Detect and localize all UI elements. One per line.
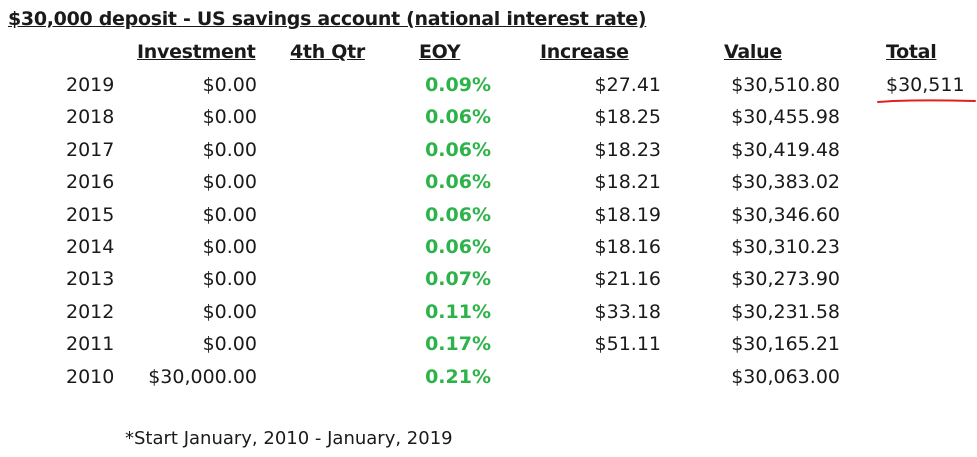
row-increase: $18.23 bbox=[594, 139, 661, 161]
row-eoy: 0.06% bbox=[425, 236, 491, 258]
row-value: $30,231.58 bbox=[731, 301, 840, 323]
row-value: $30,310.23 bbox=[731, 236, 840, 258]
row-year: 2015 bbox=[66, 204, 115, 226]
row-eoy: 0.06% bbox=[425, 204, 491, 226]
row-investment: $0.00 bbox=[202, 106, 257, 128]
row-year: 2012 bbox=[66, 301, 115, 323]
row-value: $30,383.02 bbox=[731, 171, 840, 193]
row-eoy: 0.06% bbox=[425, 106, 491, 128]
row-value: $30,346.60 bbox=[731, 204, 840, 226]
header-increase: Increase bbox=[540, 41, 629, 63]
row-value: $30,419.48 bbox=[731, 139, 840, 161]
row-investment: $0.00 bbox=[202, 236, 257, 258]
row-investment: $0.00 bbox=[202, 301, 257, 323]
total-value: $30,511 bbox=[886, 74, 965, 96]
row-investment: $0.00 bbox=[202, 139, 257, 161]
row-investment: $0.00 bbox=[202, 204, 257, 226]
row-value: $30,063.00 bbox=[731, 366, 840, 388]
row-year: 2014 bbox=[66, 236, 115, 258]
row-investment: $0.00 bbox=[202, 268, 257, 290]
row-value: $30,165.21 bbox=[731, 333, 840, 355]
page-title: $30,000 deposit - US savings account (na… bbox=[8, 8, 647, 30]
row-eoy: 0.11% bbox=[425, 301, 491, 323]
row-year: 2016 bbox=[66, 171, 115, 193]
row-increase: $21.16 bbox=[594, 268, 661, 290]
row-year: 2017 bbox=[66, 139, 115, 161]
row-eoy: 0.21% bbox=[425, 366, 491, 388]
row-eoy: 0.17% bbox=[425, 333, 491, 355]
row-investment: $0.00 bbox=[202, 74, 257, 96]
row-year: 2013 bbox=[66, 268, 115, 290]
header-total: Total bbox=[886, 41, 937, 63]
red-underline-annotation bbox=[877, 99, 976, 103]
row-increase: $18.16 bbox=[594, 236, 661, 258]
row-increase: $18.25 bbox=[594, 106, 661, 128]
row-year: 2010 bbox=[66, 366, 115, 388]
row-increase: $27.41 bbox=[594, 74, 661, 96]
header-investment: Investment bbox=[137, 41, 256, 63]
row-investment: $0.00 bbox=[202, 171, 257, 193]
header-4th-qtr: 4th Qtr bbox=[290, 41, 365, 63]
row-eoy: 0.07% bbox=[425, 268, 491, 290]
row-increase: $33.18 bbox=[594, 301, 661, 323]
row-year: 2019 bbox=[66, 74, 115, 96]
row-eoy: 0.06% bbox=[425, 139, 491, 161]
header-value: Value bbox=[724, 41, 782, 63]
row-investment: $0.00 bbox=[202, 333, 257, 355]
row-eoy: 0.09% bbox=[425, 74, 491, 96]
row-value: $30,273.90 bbox=[731, 268, 840, 290]
header-eoy: EOY bbox=[419, 41, 461, 63]
row-value: $30,510.80 bbox=[731, 74, 840, 96]
row-increase: $18.21 bbox=[594, 171, 661, 193]
row-investment: $30,000.00 bbox=[148, 366, 257, 388]
row-eoy: 0.06% bbox=[425, 171, 491, 193]
row-year: 2018 bbox=[66, 106, 115, 128]
row-increase: $18.19 bbox=[594, 204, 661, 226]
row-value: $30,455.98 bbox=[731, 106, 840, 128]
footnote: *Start January, 2010 - January, 2019 bbox=[125, 428, 453, 449]
row-increase: $51.11 bbox=[594, 333, 661, 355]
row-year: 2011 bbox=[66, 333, 115, 355]
